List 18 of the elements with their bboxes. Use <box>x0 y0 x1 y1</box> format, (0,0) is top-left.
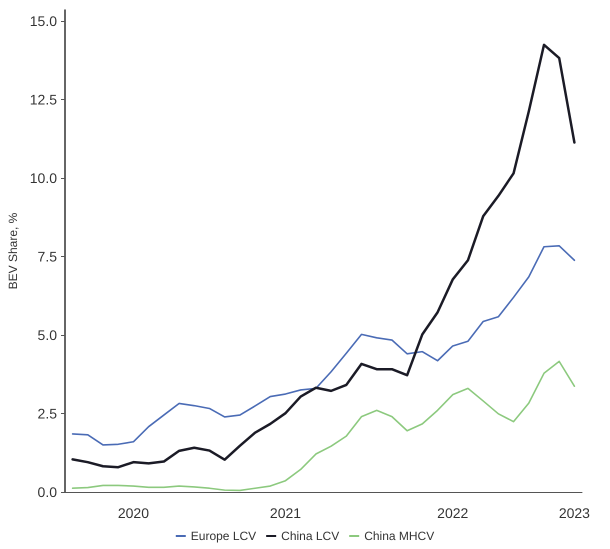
y-tick-label: 5.0 <box>38 326 58 343</box>
legend-label: Europe LCV <box>190 529 256 543</box>
y-tick-label: 0.0 <box>38 484 58 500</box>
y-tick-label: 7.5 <box>38 248 58 264</box>
line-series <box>72 360 576 492</box>
y-tick-label: 2.5 <box>38 406 58 422</box>
x-tick-label: 2021 <box>270 505 302 521</box>
line-series <box>71 44 576 468</box>
legend-label: China MHCV <box>364 529 434 543</box>
y-tick-label: 12.5 <box>30 91 58 108</box>
x-tick-label: 2023 <box>558 505 590 521</box>
line-series <box>72 245 576 446</box>
y-tick-label: 10.0 <box>30 170 58 186</box>
y-tick-label: 15.0 <box>30 12 58 29</box>
legend-label: China LCV <box>281 529 340 543</box>
x-tick-label: 2022 <box>437 505 469 521</box>
y-axis-title: BEV Share, % <box>6 212 20 290</box>
x-tick-label: 2020 <box>118 505 150 521</box>
